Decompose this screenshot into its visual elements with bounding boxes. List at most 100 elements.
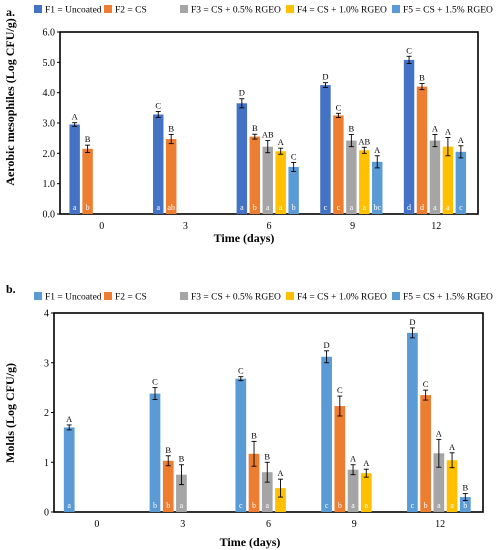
bar: [275, 488, 286, 512]
significance-letter: C: [155, 100, 161, 110]
in-bar-letter: b: [153, 501, 157, 510]
in-bar-letter: a: [351, 501, 355, 510]
in-bar-letter: b: [166, 501, 170, 510]
in-bar-letter: a: [266, 203, 270, 212]
significance-letter: A: [350, 454, 357, 464]
legend-swatch: [286, 5, 294, 13]
bar: [275, 151, 286, 214]
chart-a: 0.01.02.03.04.05.06.00 3 6 9 12AaBbCaBabDaBb…: [43, 28, 479, 232]
bar: [334, 406, 346, 512]
in-bar-letter: b: [338, 501, 342, 510]
legend-entry: F2 = CS: [115, 293, 147, 303]
legend-swatch: [104, 5, 112, 13]
bar: [459, 497, 471, 512]
bar: [429, 140, 441, 214]
legend-entry: F5 = CS + 1.5% RGEO: [403, 6, 493, 16]
in-bar-letter: a: [446, 203, 450, 212]
in-bar-letter: d: [420, 203, 424, 212]
y-tick-label: 4.0: [43, 88, 56, 99]
x-tick-label: 3: [183, 221, 188, 232]
significance-letter: A: [277, 468, 284, 478]
significance-letter: D: [324, 340, 330, 350]
y-tick-label: 1.0: [43, 179, 56, 190]
x-tick-label: 3: [180, 519, 185, 530]
legend-swatch: [180, 292, 188, 300]
significance-letter: B: [168, 124, 174, 134]
x-tick-label: 12: [435, 519, 445, 530]
significance-letter: AB: [358, 136, 370, 146]
significance-letter: A: [436, 428, 443, 438]
significance-letter: A: [278, 137, 285, 147]
significance-letter: B: [251, 430, 257, 440]
in-bar-letter: a: [180, 501, 184, 510]
x-tick-label: 6: [266, 519, 271, 530]
bar: [372, 161, 383, 214]
significance-letter: A: [458, 135, 465, 145]
bar: [63, 427, 75, 512]
legend-entry: F4 = CS + 1.0% RGEO: [297, 6, 387, 16]
legend-swatch: [104, 292, 112, 300]
legend-entry: F3 = CS + 0.5% RGEO: [191, 293, 281, 303]
y-tick-label: 3: [44, 358, 49, 369]
legend-entry: F2 = CS: [115, 6, 147, 16]
bar: [82, 148, 93, 214]
significance-letter: AB: [262, 130, 274, 140]
y-tick-label: 4: [44, 309, 49, 320]
legend-swatch: [180, 5, 188, 13]
significance-letter: C: [336, 102, 342, 112]
bar: [347, 469, 359, 512]
significance-letter: A: [432, 124, 439, 134]
panel-a-label: a.: [6, 5, 15, 19]
significance-letter: B: [264, 451, 270, 461]
bar: [162, 460, 174, 512]
y-tick-label: 0: [44, 508, 49, 519]
bar: [176, 474, 187, 512]
y-axis-title-a: Aerobic mesophiles (Log CFU/g): [3, 18, 17, 185]
y-tick-label: 0.0: [43, 210, 56, 221]
in-bar-letter: b: [463, 501, 467, 510]
in-bar-letter: a: [450, 501, 454, 510]
significance-letter: C: [238, 366, 244, 376]
x-tick-label: 0: [94, 519, 99, 530]
bar: [248, 453, 260, 512]
in-bar-letter: b: [253, 203, 257, 212]
in-bar-letter: a: [279, 203, 283, 212]
significance-letter: A: [445, 127, 452, 137]
in-bar-letter: d: [407, 203, 411, 212]
legend-swatch: [392, 292, 400, 300]
bar: [320, 85, 331, 214]
bar: [403, 59, 415, 215]
in-bar-letter: a: [265, 501, 269, 510]
in-bar-letter: a: [350, 203, 354, 212]
x-tick-label: 6: [267, 221, 272, 232]
significance-letter: A: [449, 442, 456, 452]
bar: [407, 332, 418, 512]
bar: [149, 393, 161, 512]
significance-letter: D: [322, 72, 328, 82]
significance-letter: C: [423, 379, 429, 389]
bar: [288, 166, 299, 214]
bar: [420, 395, 431, 512]
bar: [165, 139, 177, 214]
significance-letter: A: [66, 414, 73, 424]
in-bar-letter: c: [411, 501, 415, 510]
bar: [69, 124, 80, 214]
significance-letter: A: [363, 458, 370, 468]
in-bar-letter: a: [240, 203, 244, 212]
y-tick-label: 5.0: [43, 58, 56, 69]
bar: [359, 150, 370, 214]
bar: [333, 115, 344, 214]
significance-letter: C: [152, 377, 158, 387]
bar: [433, 453, 445, 512]
bar: [442, 146, 454, 214]
significance-letter: D: [409, 317, 415, 327]
legend-entry: F3 = CS + 0.5% RGEO: [191, 6, 281, 16]
in-bar-letter: c: [459, 203, 463, 212]
legend-entry: F4 = CS + 1.0% RGEO: [297, 293, 387, 303]
significance-letter: B: [252, 123, 258, 133]
in-bar-letter: ab: [167, 203, 175, 212]
x-tick-label: 9: [352, 519, 357, 530]
significance-letter: B: [349, 124, 355, 134]
